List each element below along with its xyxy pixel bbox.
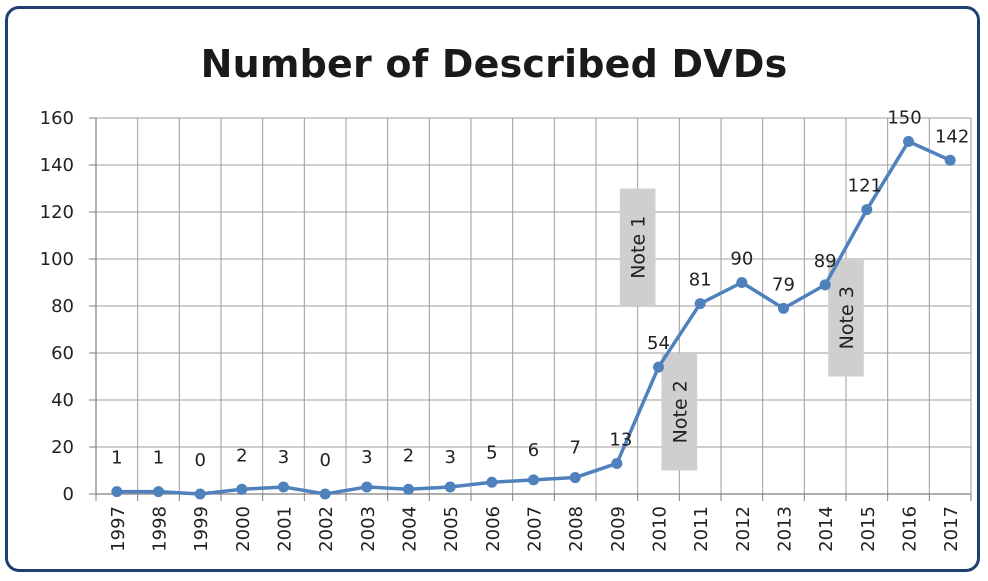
x-tick-label: 2005 [441,506,462,552]
x-tick-label: 2002 [316,506,337,552]
y-tick-labels: 0 20 40 60 80 100 120 140 160 [40,108,74,505]
data-point [944,154,956,166]
data-label: 2 [236,445,247,466]
data-label: 13 [609,429,632,450]
x-tick-label: 1997 [108,506,129,552]
data-label: 1 [111,448,122,469]
x-tick-label: 2016 [900,506,921,552]
data-label: 150 [887,108,921,129]
y-tick-label: 160 [40,108,74,129]
x-tick-label: 2003 [358,506,379,552]
note-box [661,353,698,471]
data-label: 2 [403,445,414,466]
data-point [611,457,623,469]
data-label: 121 [848,176,882,197]
data-point [778,302,789,314]
x-tick-label: 2015 [858,506,879,552]
data-label: 54 [647,333,670,354]
x-tick-label: 1998 [150,506,171,552]
data-label: 6 [528,440,539,461]
x-tick-label: 2006 [483,506,504,552]
note-box [828,259,864,377]
data-point [819,279,831,291]
grid [96,117,972,494]
data-point [444,481,456,493]
data-point [861,204,873,216]
x-tick-labels: 1997 1998 1999 2000 2001 2002 2003 2004 2005 2006… [108,506,962,552]
x-tick-label: 2000 [233,506,254,552]
data-label: 79 [772,274,795,295]
x-tick-label: 1999 [191,506,212,552]
x-tick-label: 2010 [650,506,671,552]
data-label: 3 [444,447,455,468]
data-label: 3 [278,447,289,468]
data-point [694,298,706,310]
y-tick-label: 60 [51,343,74,364]
data-label: 0 [319,450,330,471]
data-point [903,136,914,147]
data-point [194,488,206,500]
data-label: 5 [486,442,497,463]
y-tick-label: 120 [40,202,74,223]
x-tick-label: 2001 [275,506,296,552]
y-tick-label: 100 [40,249,74,270]
data-point [653,361,664,373]
data-point [153,486,164,498]
data-point [403,483,414,495]
x-tick-label: 2011 [691,506,712,552]
y-tick-label: 20 [51,437,74,458]
data-point [569,472,581,484]
data-point [236,483,248,495]
data-label: 142 [935,126,969,147]
y-tick-label: 0 [63,484,74,505]
x-tick-label: 2012 [733,506,754,552]
y-tick-label: 40 [51,390,74,411]
data-point [278,481,289,493]
x-tick-label: 2009 [608,506,629,552]
data-point [361,481,373,493]
x-tick-label: 2004 [400,506,421,552]
x-tick-label: 2014 [816,506,837,552]
data-label: 81 [689,270,712,291]
y-tick-label: 140 [40,155,74,176]
data-point [486,476,498,488]
x-tick-label: 2008 [566,506,587,552]
data-label: 89 [814,251,837,272]
data-point [528,474,539,486]
data-label: 1 [153,448,164,469]
data-point [736,277,748,288]
data-label: 7 [569,438,580,459]
note-label: Note 2 [669,380,691,443]
annotations: Note 1 Note 2 Note 3 [619,188,864,471]
chart-title: Number of Described DVDs [200,42,788,86]
x-tick-label: 2013 [775,506,796,552]
data-label: 0 [194,450,205,471]
data-label: 90 [730,249,753,270]
x-tick-label: 2007 [525,506,546,552]
data-point [319,488,331,500]
note-label: Note 3 [836,286,858,349]
note-box [619,188,656,306]
data-point [111,486,123,498]
data-label: 3 [361,447,372,468]
y-tick-label: 80 [51,296,74,317]
series [111,136,956,500]
data-labels: 1 1 0 2 3 0 3 2 3 5 6 7 13 54 81 90 79 89 121 150 142 [111,108,969,472]
x-tick-label: 2017 [941,506,962,552]
note-label: Note 1 [628,216,650,279]
